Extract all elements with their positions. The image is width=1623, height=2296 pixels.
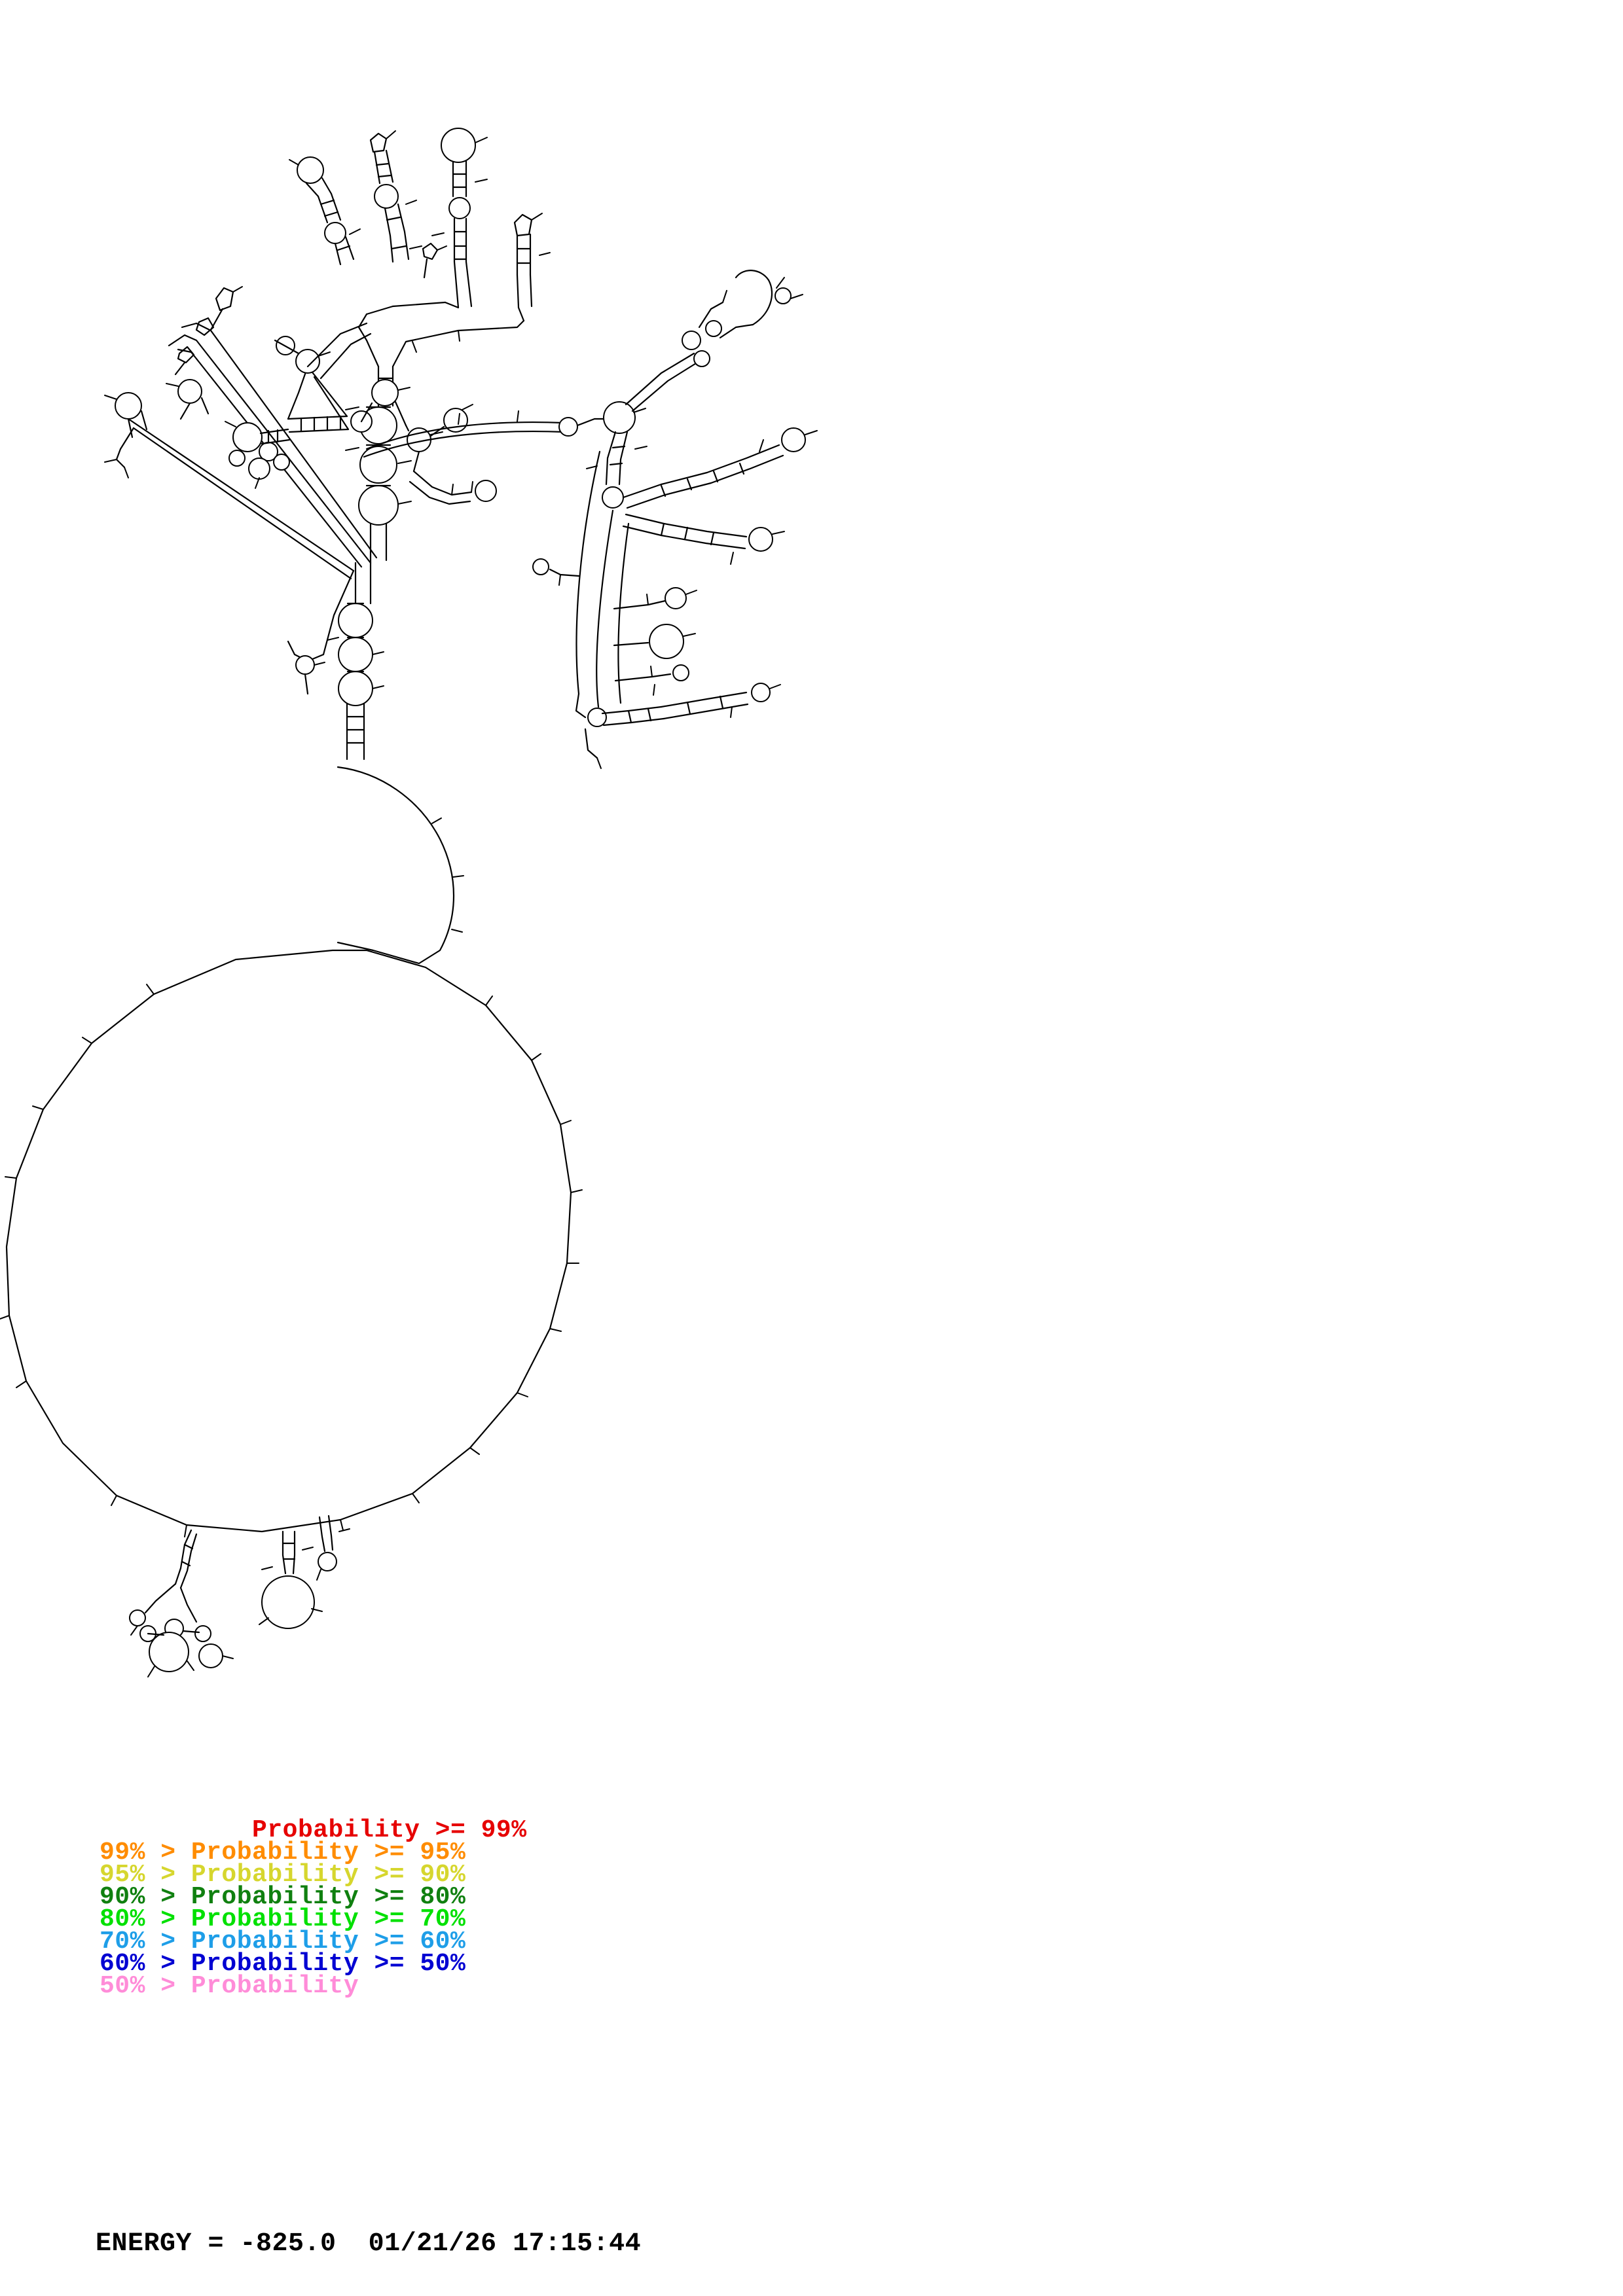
left-long-arm	[104, 286, 378, 580]
right-long-helix	[532, 450, 781, 769]
legend-row-95: 99% > Probability >= 95%	[100, 1839, 466, 1867]
right-domain	[363, 270, 818, 769]
top-multibranch-junction	[289, 128, 551, 368]
cluster-lower	[287, 470, 497, 695]
bottom-hairpin-middle	[259, 1530, 323, 1629]
internal-loop-middle-circle	[337, 766, 464, 965]
exterior-loop-large-circle	[0, 949, 583, 1537]
left-hairpin-c	[174, 346, 195, 376]
right-upper-branch	[625, 270, 803, 412]
top-hairpin-small	[422, 242, 447, 279]
left-hairpin-d	[166, 379, 210, 420]
right-side-hairpin-1	[532, 558, 580, 586]
right-lower-junction	[575, 683, 781, 769]
bottom-hairpin-right	[316, 1515, 350, 1581]
cluster-left	[225, 421, 291, 489]
right-middle-junction	[586, 427, 818, 565]
right-side-hairpin-2	[613, 587, 697, 610]
legend-row-80: 90% > Probability >= 80%	[100, 1883, 466, 1911]
central-stem	[327, 562, 384, 761]
legend-row-90: 95% > Probability >= 90%	[100, 1861, 466, 1889]
bottom-hairpins	[129, 1515, 350, 1677]
left-terminal	[104, 427, 135, 478]
bottom-hairpin-left	[129, 1529, 234, 1677]
rna-structure-panel	[0, 128, 818, 1677]
left-hairpin-b	[195, 317, 215, 336]
right-side-hairpin-4	[614, 664, 689, 696]
legend-row-below-50: 50% > Probability	[100, 1972, 359, 2000]
cluster-mid	[274, 322, 473, 473]
right-side-hairpin-3	[613, 624, 696, 659]
central-dense-cluster	[225, 322, 497, 695]
legend-row-60: 70% > Probability >= 60%	[100, 1928, 466, 1956]
energy-timestamp-line: ENERGY = -825.0 01/21/26 17:15:44	[96, 2229, 642, 2259]
legend-row-50: 60% > Probability >= 50%	[100, 1950, 466, 1978]
legend-row-70: 80% > Probability >= 70%	[100, 1905, 466, 1933]
probability-legend: Probability >= 99% 99% > Probability >= …	[100, 1816, 1016, 2000]
legend-row-99: Probability >= 99%	[100, 1816, 527, 1844]
left-hairpin-a	[210, 286, 243, 331]
top-hairpin-3	[431, 128, 488, 309]
top-hairpin-4	[513, 213, 551, 322]
left-hairpin-e	[104, 392, 148, 439]
top-hairpin-2	[369, 130, 422, 263]
top-hairpin-1	[289, 156, 361, 266]
rna-structure-drawing	[0, 128, 818, 1677]
